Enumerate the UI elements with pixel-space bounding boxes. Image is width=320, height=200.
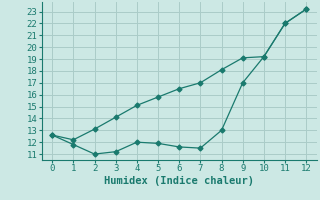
X-axis label: Humidex (Indice chaleur): Humidex (Indice chaleur): [104, 176, 254, 186]
